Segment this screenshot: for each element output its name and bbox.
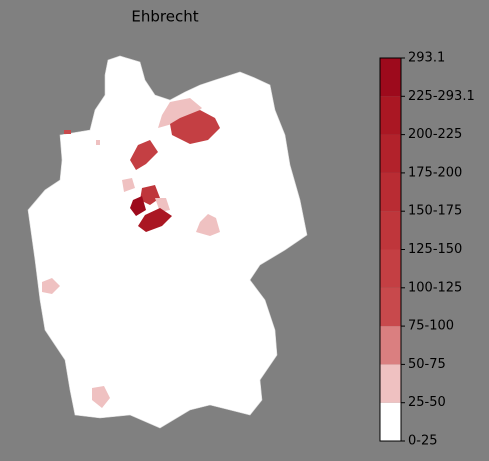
colorbar-frame: [379, 57, 402, 442]
region: [42, 278, 60, 294]
colorbar-label: 100-125: [408, 280, 462, 295]
region: [130, 140, 158, 170]
colorbar-label: 0-25: [408, 434, 438, 449]
colorbar-label: 75-100: [408, 319, 454, 334]
region: [170, 110, 220, 144]
colorbar-segment: [380, 364, 401, 403]
colorbar-segment: [380, 249, 401, 288]
region: [92, 386, 110, 408]
colorbar-label: 50-75: [408, 357, 446, 372]
region: [130, 196, 146, 216]
colorbar-segment: [380, 287, 401, 327]
country-outline: [27, 55, 308, 429]
colorbar-segment: [380, 211, 401, 250]
region: [158, 98, 202, 128]
region: [122, 178, 135, 192]
colorbar-segment: [380, 134, 401, 173]
colorbar-segment: [380, 172, 401, 212]
region: [138, 208, 172, 232]
colorbar-segment: [380, 96, 401, 135]
colorbar-label: 25-50: [408, 395, 446, 410]
region: [196, 214, 220, 236]
region: [155, 198, 170, 212]
colorbar-label: 225-293.1: [408, 89, 475, 104]
colorbar-label: 150-175: [408, 204, 462, 219]
colorbar: 0-25 25-50 50-75 75-100 100-125 125-150 150-17…: [380, 51, 475, 449]
region: [140, 185, 160, 205]
region: [96, 140, 100, 145]
germany-map: [27, 55, 308, 429]
region: [64, 130, 71, 134]
colorbar-label: 125-150: [408, 242, 462, 257]
colorbar-label: 175-200: [408, 165, 462, 180]
colorbar-segment: [380, 402, 401, 441]
map-title: Ehbrecht: [131, 8, 198, 26]
colorbar-segment: [380, 58, 401, 97]
colorbar-segment: [380, 326, 401, 365]
colorbar-label: 200-225: [408, 127, 462, 142]
colorbar-label: 293.1: [408, 51, 445, 66]
